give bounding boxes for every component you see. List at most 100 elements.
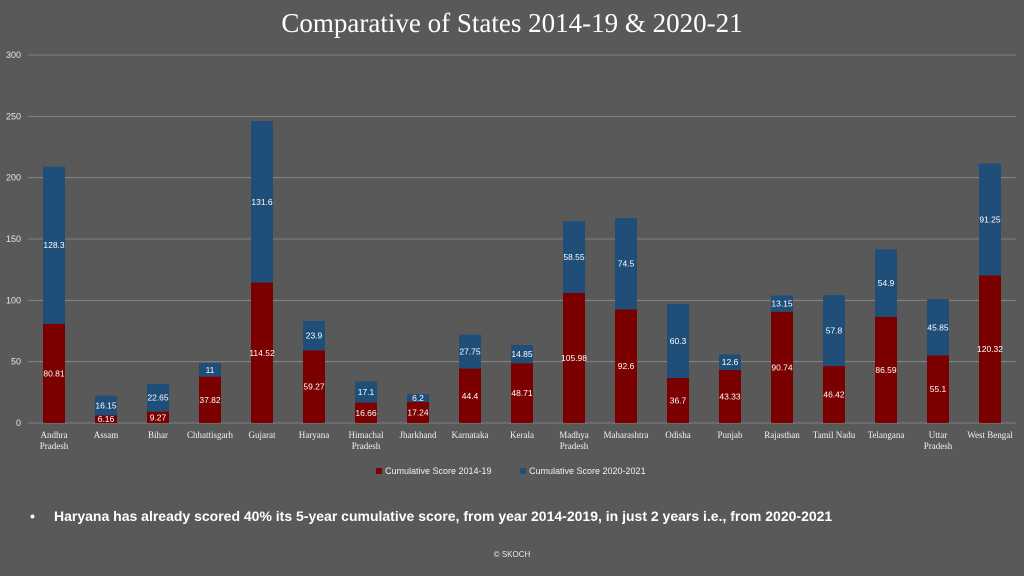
bars (43, 121, 1001, 423)
bar-2014-19 (719, 369, 741, 423)
bar-2020-21 (407, 394, 429, 402)
bar-2020-21 (303, 320, 325, 351)
data-label-2020-21: 60.3 (670, 336, 687, 346)
x-tick-label: West Bengal (967, 430, 1013, 440)
x-tick-label-line: Telangana (868, 430, 905, 440)
legend-swatch (376, 468, 382, 474)
y-tick-label: 300 (6, 50, 21, 60)
y-tick-label: 250 (6, 111, 21, 121)
x-tick-label: Odisha (665, 430, 691, 440)
bar-2014-19 (303, 350, 325, 423)
copyright-footer: © SKOCH (493, 550, 531, 559)
x-tick-label-line: Rajasthan (764, 430, 800, 440)
y-tick-label: 0 (16, 418, 21, 428)
data-label-2014-19: 80.81 (43, 368, 65, 378)
bar-2020-21 (459, 334, 481, 369)
bar-2020-21 (875, 249, 897, 317)
legend-label: Cumulative Score 2014-19 (385, 466, 492, 476)
data-label-2020-21: 91.25 (979, 214, 1001, 224)
data-label-2020-21: 128.3 (43, 240, 65, 250)
y-tick-label: 200 (6, 173, 21, 183)
x-tick-label-line: Assam (94, 430, 119, 440)
x-tick-label-line: Madhya (559, 430, 589, 440)
x-tick-label-line: Punjab (717, 430, 743, 440)
data-label-2014-19: 120.32 (977, 344, 1003, 354)
data-label-2014-19: 59.27 (303, 382, 325, 392)
x-tick-label-line: Pradesh (40, 441, 69, 451)
data-label-2020-21: 17.1 (358, 387, 375, 397)
x-tick-label-line: Kerala (510, 430, 534, 440)
bar-2020-21 (719, 354, 741, 370)
bar-2020-21 (563, 221, 585, 293)
x-tick-label-line: West Bengal (967, 430, 1013, 440)
x-tick-label-line: Uttar (929, 430, 948, 440)
x-tick-label: Jharkhand (400, 430, 437, 440)
bar-2014-19 (771, 311, 793, 423)
insight-note: • Haryana has already scored 40% its 5-ye… (30, 508, 832, 524)
bar-2020-21 (43, 166, 65, 324)
bar-2020-21 (251, 121, 273, 283)
x-tick-label-line: Andhra (41, 430, 68, 440)
data-label-2020-21: 131.6 (251, 197, 273, 207)
data-label-2014-19: 90.74 (771, 362, 793, 372)
data-label-2020-21: 23.9 (306, 331, 323, 341)
x-tick-label: Gujarat (249, 430, 276, 440)
bar-2020-21 (771, 295, 793, 312)
x-tick-label-line: Gujarat (249, 430, 276, 440)
bar-2014-19 (251, 282, 273, 423)
data-label-2014-19: 105.98 (561, 353, 587, 363)
x-tick-label: Andhra Pradesh (40, 430, 69, 451)
x-tick-label-line: Jharkhand (400, 430, 437, 440)
bar-2020-21 (927, 299, 949, 356)
x-tick-label: Himachal Pradesh (349, 430, 384, 451)
x-tick-label: Haryana (299, 430, 329, 440)
data-label-2020-21: 13.15 (771, 299, 793, 309)
data-label-2014-19: 44.4 (462, 391, 479, 401)
x-tick-label-line: Karnataka (452, 430, 489, 440)
x-tick-label: Kerala (510, 430, 534, 440)
x-tick-label-line: Pradesh (560, 441, 589, 451)
x-tick-label-line: Chhattisgarh (187, 430, 233, 440)
legend-label: Cumulative Score 2020-2021 (529, 466, 646, 476)
data-label-2014-19: 48.71 (511, 388, 533, 398)
x-tick-label-line: Odisha (665, 430, 691, 440)
data-label-2014-19: 6.16 (98, 414, 115, 424)
x-tick-label-line: Tamil Nadu (813, 430, 856, 440)
x-tick-label: Karnataka (452, 430, 489, 440)
data-label-2020-21: 12.6 (722, 357, 739, 367)
x-tick-label-line: Pradesh (352, 441, 381, 451)
bar-2014-19 (511, 363, 533, 423)
data-label-2020-21: 16.15 (95, 401, 117, 411)
y-tick-label: 50 (11, 357, 21, 367)
bar-2020-21 (199, 363, 221, 377)
x-tick-label-line: Maharashtra (604, 430, 649, 440)
data-label-2014-19: 114.52 (249, 348, 275, 358)
data-label-2020-21: 74.5 (618, 259, 635, 269)
data-label-2020-21: 11 (206, 365, 215, 375)
data-label-2014-19: 46.42 (823, 390, 845, 400)
x-tick-label: Chhattisgarh (187, 430, 233, 440)
bar-2014-19 (979, 275, 1001, 423)
data-label-2020-21: 6.2 (412, 393, 424, 403)
data-label-2014-19: 16.66 (355, 408, 377, 418)
x-tick-label-line: Haryana (299, 430, 329, 440)
data-label-2014-19: 9.27 (150, 412, 167, 422)
insight-text: Haryana has already scored 40% its 5-yea… (54, 508, 833, 524)
bar-2014-19 (355, 402, 377, 423)
data-label-2014-19: 86.59 (875, 365, 897, 375)
data-label-2020-21: 57.8 (826, 326, 843, 336)
chart-title: Comparative of States 2014-19 & 2020-21 (281, 8, 743, 38)
bar-2020-21 (615, 218, 637, 310)
x-tick-label-line: Pradesh (924, 441, 953, 451)
bar-2014-19 (615, 309, 637, 423)
bar-2020-21 (667, 304, 689, 378)
bar-2014-19 (875, 316, 897, 423)
legend: Cumulative Score 2014-19 Cumulative Score… (376, 466, 646, 476)
y-tick-label: 100 (6, 295, 21, 305)
data-label-2014-19: 37.82 (199, 395, 221, 405)
bar-2014-19 (43, 323, 65, 423)
bar-2020-21 (979, 163, 1001, 276)
bar-2014-19 (199, 376, 221, 423)
